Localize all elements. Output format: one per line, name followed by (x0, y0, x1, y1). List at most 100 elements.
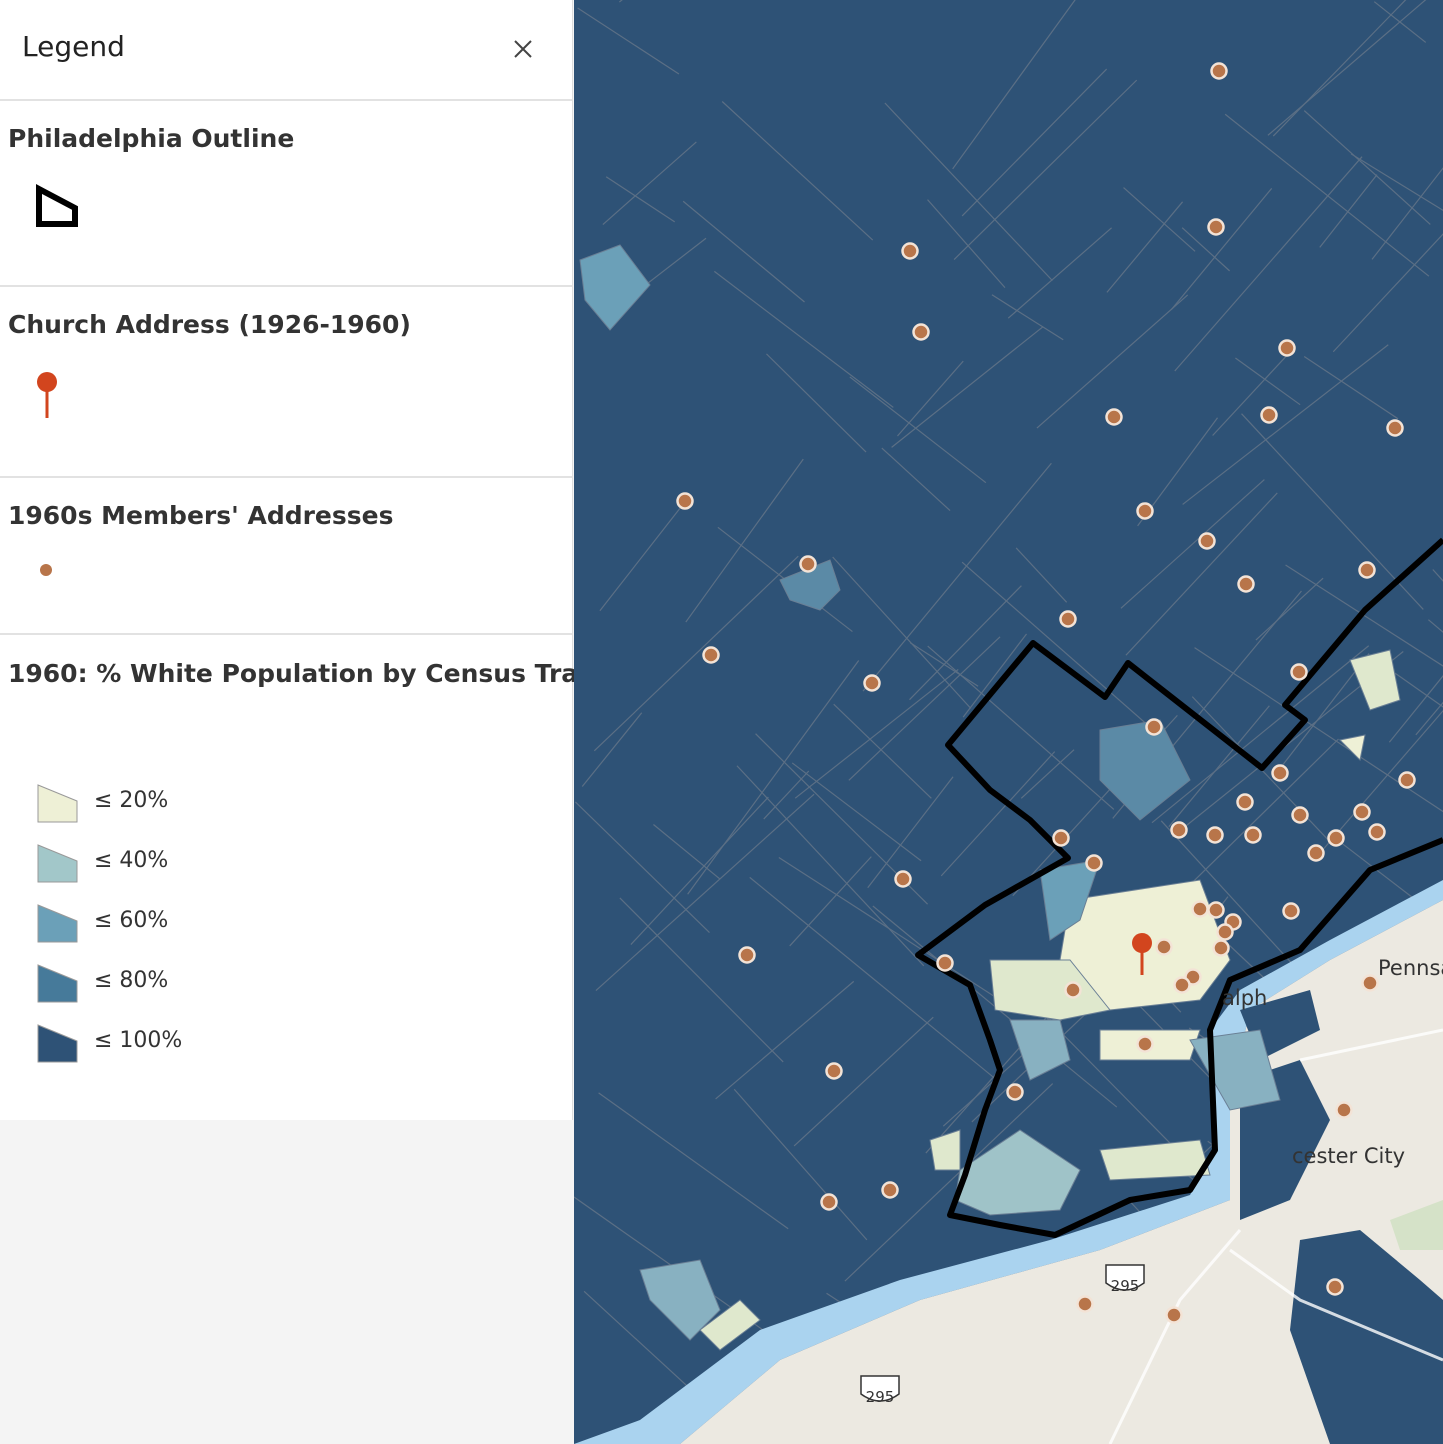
layer-title: Church Address (1926-1960) (8, 310, 411, 339)
divider (0, 99, 572, 101)
member-address[interactable] (1206, 826, 1224, 844)
member-address[interactable] (894, 870, 912, 888)
member-address[interactable] (1085, 854, 1103, 872)
member-address[interactable] (1326, 1278, 1344, 1296)
divider (0, 633, 572, 635)
member-address[interactable] (1064, 981, 1082, 999)
church-pin (1132, 933, 1152, 975)
tract-boundary (1323, 709, 1443, 850)
member-address[interactable] (1170, 821, 1188, 839)
member-address[interactable] (1165, 1306, 1183, 1324)
class-label: ≤ 20% (94, 788, 169, 813)
legend-title: Legend (22, 30, 125, 63)
tract (1390, 1200, 1443, 1250)
member-address[interactable] (881, 1181, 899, 1199)
tract-boundary (862, 462, 1052, 692)
member-address[interactable] (1398, 771, 1416, 789)
tract-boundary (1377, 660, 1443, 708)
member-address[interactable] (863, 674, 881, 692)
tract-boundary (1106, 201, 1184, 293)
tract-boundary (1235, 357, 1301, 406)
tract-boundary (832, 556, 972, 709)
member-address[interactable] (912, 323, 930, 341)
member-address[interactable] (1291, 806, 1309, 824)
member-address[interactable] (1076, 1295, 1094, 1313)
member-address[interactable] (1282, 902, 1300, 920)
member-address[interactable] (1335, 1101, 1353, 1119)
tract-boundary (1303, 355, 1399, 420)
tract-boundary (682, 200, 805, 303)
member-address[interactable] (1237, 575, 1255, 593)
panel-background (0, 1120, 573, 1444)
member-address[interactable] (825, 1062, 843, 1080)
member-address[interactable] (1260, 406, 1278, 424)
tract-boundary (793, 1016, 934, 1147)
tract-boundary (1168, 705, 1270, 828)
class-swatch (37, 784, 78, 823)
tract-boundary (605, 176, 676, 223)
class-label: ≤ 40% (94, 848, 169, 873)
tract-boundary (1212, 353, 1289, 436)
highway-shield: 295 (1105, 1264, 1145, 1295)
tract-boundary (1279, 653, 1370, 770)
member-address[interactable] (1052, 829, 1070, 847)
member-address[interactable] (1155, 938, 1173, 956)
tract-boundary (1332, 233, 1443, 353)
member-address[interactable] (1145, 718, 1163, 736)
member-address[interactable] (799, 555, 817, 573)
map-label: 295 (866, 1388, 895, 1406)
member-address[interactable] (1136, 1035, 1154, 1053)
pin-symbol (37, 372, 57, 418)
close-button[interactable] (510, 36, 536, 62)
member-address[interactable] (738, 946, 756, 964)
class-swatch (37, 1024, 78, 1063)
tract-boundary (848, 636, 1001, 781)
member-address[interactable] (901, 242, 919, 260)
member-address[interactable] (1207, 901, 1225, 919)
tract-boundary (794, 668, 959, 799)
tract-boundary (927, 199, 1006, 289)
tract-boundary (1415, 701, 1443, 736)
member-address[interactable] (1353, 803, 1371, 821)
class-swatch (37, 844, 78, 883)
tract-boundary (1319, 174, 1378, 248)
member-address[interactable] (1059, 610, 1077, 628)
member-address[interactable] (1191, 900, 1209, 918)
member-address[interactable] (1307, 844, 1325, 862)
member-address[interactable] (1136, 502, 1154, 520)
layer-title: Philadelphia Outline (8, 124, 295, 153)
member-address[interactable] (1105, 408, 1123, 426)
member-address[interactable] (1210, 62, 1228, 80)
tract-boundary (619, 897, 784, 1063)
member-address[interactable] (1361, 974, 1379, 992)
tract-boundary (1350, 153, 1443, 212)
member-address[interactable] (1236, 793, 1254, 811)
member-address[interactable] (1290, 663, 1308, 681)
outline-symbol (36, 184, 78, 227)
member-address[interactable] (676, 492, 694, 510)
member-address[interactable] (1198, 532, 1216, 550)
member-address[interactable] (1386, 419, 1404, 437)
tract-boundary (602, 141, 697, 225)
tract-boundary (653, 824, 721, 880)
tract-boundary (961, 561, 1161, 737)
member-address[interactable] (1207, 218, 1225, 236)
member-address[interactable] (1368, 823, 1386, 841)
member-address[interactable] (1244, 826, 1262, 844)
tract-boundary (574, 801, 710, 933)
member-address[interactable] (1327, 829, 1345, 847)
member-address[interactable] (936, 954, 954, 972)
member-address[interactable] (820, 1193, 838, 1211)
member-address[interactable] (702, 646, 720, 664)
member-address[interactable] (1212, 939, 1230, 957)
tract-boundary (1020, 749, 1075, 799)
tract-boundary (1191, 696, 1335, 847)
layer-title: 1960s Members' Addresses (8, 501, 394, 530)
member-address[interactable] (1358, 561, 1376, 579)
member-address[interactable] (1006, 1083, 1024, 1101)
tract-boundary (1224, 113, 1430, 277)
member-address[interactable] (1271, 764, 1289, 782)
member-address[interactable] (1278, 339, 1296, 357)
member-address[interactable] (1216, 923, 1234, 941)
member-address[interactable] (1173, 976, 1191, 994)
